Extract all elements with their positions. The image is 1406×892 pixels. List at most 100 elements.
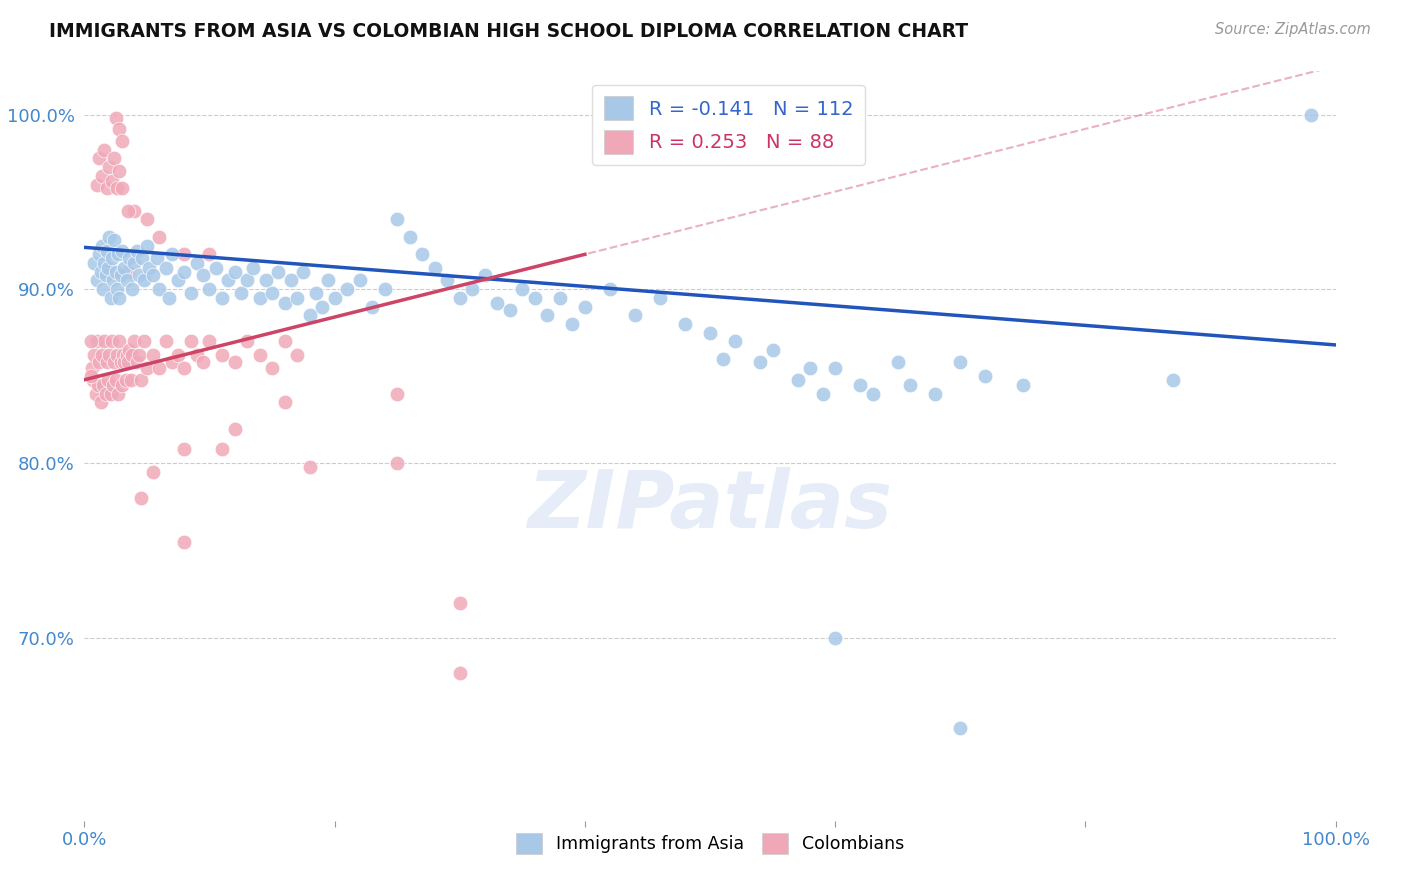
- Point: [112, 348, 135, 362]
- Point: [229, 285, 252, 300]
- Point: [112, 355, 135, 369]
- Point: [79, 334, 101, 349]
- Point: [862, 386, 884, 401]
- Point: [280, 273, 302, 287]
- Point: [107, 247, 129, 261]
- Point: [136, 238, 159, 252]
- Point: [96, 355, 118, 369]
- Point: [111, 244, 134, 258]
- Point: [91, 282, 114, 296]
- Point: [461, 282, 484, 296]
- Point: [112, 261, 135, 276]
- Point: [198, 334, 221, 349]
- Point: [173, 360, 195, 375]
- Point: [107, 386, 129, 401]
- Point: [148, 282, 170, 296]
- Point: [110, 355, 132, 369]
- Point: [86, 273, 108, 287]
- Point: [131, 251, 153, 265]
- Point: [101, 334, 124, 349]
- Point: [146, 251, 169, 265]
- Point: [160, 247, 183, 261]
- Point: [142, 348, 165, 362]
- Point: [115, 348, 138, 362]
- Point: [110, 268, 132, 283]
- Point: [117, 203, 139, 218]
- Point: [142, 465, 165, 479]
- Point: [349, 273, 371, 287]
- Point: [193, 268, 215, 283]
- Point: [100, 386, 122, 401]
- Point: [273, 296, 295, 310]
- Point: [138, 261, 160, 276]
- Point: [186, 348, 208, 362]
- Point: [148, 230, 170, 244]
- Text: ZIPatlas: ZIPatlas: [527, 467, 893, 545]
- Point: [128, 348, 150, 362]
- Point: [949, 721, 972, 735]
- Point: [536, 308, 558, 322]
- Point: [94, 386, 117, 401]
- Point: [699, 326, 721, 340]
- Point: [118, 343, 141, 358]
- Point: [204, 261, 226, 276]
- Point: [83, 256, 105, 270]
- Point: [124, 203, 146, 218]
- Point: [449, 596, 471, 610]
- Point: [273, 395, 295, 409]
- Point: [449, 291, 471, 305]
- Text: Source: ZipAtlas.com: Source: ZipAtlas.com: [1215, 22, 1371, 37]
- Point: [262, 360, 284, 375]
- Legend: Immigrants from Asia, Colombians: Immigrants from Asia, Colombians: [509, 826, 911, 861]
- Point: [115, 273, 138, 287]
- Point: [224, 265, 246, 279]
- Point: [173, 442, 195, 457]
- Point: [311, 300, 333, 314]
- Point: [673, 317, 696, 331]
- Point: [398, 230, 420, 244]
- Point: [548, 291, 571, 305]
- Point: [318, 273, 340, 287]
- Point: [267, 265, 290, 279]
- Point: [101, 251, 124, 265]
- Point: [799, 360, 821, 375]
- Point: [486, 296, 509, 310]
- Point: [711, 351, 734, 366]
- Point: [129, 373, 152, 387]
- Point: [142, 268, 165, 283]
- Point: [574, 300, 596, 314]
- Point: [98, 230, 121, 244]
- Point: [100, 291, 122, 305]
- Point: [186, 256, 208, 270]
- Point: [79, 369, 101, 384]
- Point: [121, 348, 143, 362]
- Point: [87, 378, 110, 392]
- Point: [121, 282, 143, 296]
- Point: [83, 348, 105, 362]
- Point: [108, 291, 131, 305]
- Point: [108, 334, 131, 349]
- Point: [193, 355, 215, 369]
- Point: [180, 334, 202, 349]
- Point: [292, 265, 315, 279]
- Point: [84, 386, 107, 401]
- Point: [124, 334, 146, 349]
- Point: [134, 273, 156, 287]
- Point: [1161, 373, 1184, 387]
- Point: [173, 265, 195, 279]
- Point: [523, 291, 546, 305]
- Point: [224, 355, 246, 369]
- Point: [86, 178, 108, 192]
- Point: [89, 355, 111, 369]
- Point: [114, 373, 136, 387]
- Point: [173, 534, 195, 549]
- Point: [824, 360, 846, 375]
- Point: [887, 355, 910, 369]
- Point: [173, 247, 195, 261]
- Point: [89, 152, 111, 166]
- Point: [786, 373, 808, 387]
- Point: [762, 343, 785, 358]
- Point: [254, 273, 277, 287]
- Point: [111, 378, 134, 392]
- Point: [96, 181, 118, 195]
